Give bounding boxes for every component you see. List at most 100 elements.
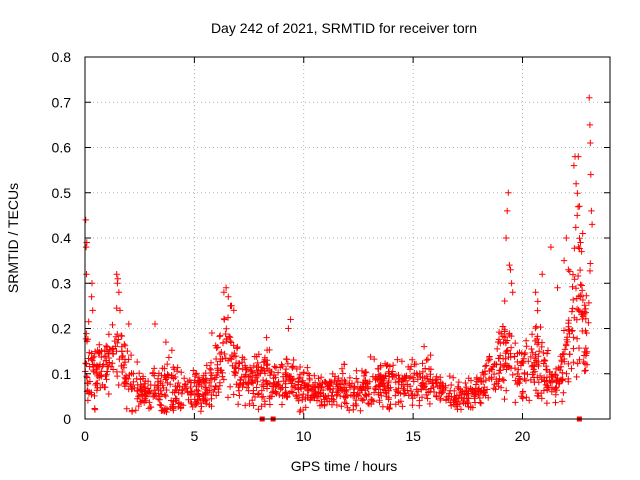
data-point: [91, 392, 98, 400]
data-point: [120, 364, 128, 371]
data-point: [563, 370, 570, 377]
data-point: [521, 375, 528, 383]
data-point: [364, 399, 372, 407]
data-point: [511, 353, 518, 360]
data-point: [565, 375, 572, 383]
data-point: [102, 384, 109, 391]
data-point: [385, 387, 392, 394]
data-point: [164, 379, 171, 387]
data-point: [263, 377, 270, 384]
data-point: [569, 283, 576, 290]
data-point: [244, 366, 252, 373]
data-point: [499, 376, 506, 383]
data-point: [287, 316, 294, 323]
data-point: [250, 387, 257, 394]
data-point: [532, 337, 539, 345]
data-point: [86, 378, 94, 385]
data-point: [304, 370, 312, 377]
data-point: [399, 403, 406, 410]
data-point: [483, 362, 490, 369]
data-point: [297, 406, 304, 414]
data-point: [575, 153, 582, 160]
data-point: [396, 375, 403, 382]
data-point: [580, 358, 587, 366]
data-point: [381, 375, 388, 382]
data-point: [248, 368, 256, 375]
data-point: [560, 389, 567, 396]
data-point: [364, 380, 371, 387]
data-point: [312, 390, 319, 397]
data-point: [493, 376, 500, 383]
data-point: [378, 392, 385, 399]
data-point: [179, 386, 186, 393]
data-point: [134, 381, 141, 389]
y-tick-label: 0.3: [52, 275, 72, 291]
y-tick-label: 0.4: [52, 230, 72, 246]
data-point: [559, 375, 566, 383]
data-point: [528, 345, 535, 353]
data-point: [165, 372, 172, 379]
data-point: [574, 212, 581, 219]
data-point: [535, 362, 542, 370]
x-tick-label: 15: [405, 428, 421, 444]
data-point: [369, 373, 377, 380]
data-point: [487, 365, 495, 373]
chart-title: Day 242 of 2021, SRMTID for receiver tor…: [211, 20, 477, 36]
data-point: [515, 379, 522, 386]
data-point: [242, 402, 249, 409]
data-point: [83, 239, 90, 246]
data-point: [151, 365, 158, 372]
data-point: [104, 368, 111, 375]
data-point: [88, 293, 95, 300]
data-point: [214, 361, 221, 368]
data-point: [299, 396, 306, 404]
data-point: [227, 302, 234, 310]
data-point: [187, 389, 195, 397]
data-point: [579, 230, 586, 237]
data-point: [536, 348, 543, 355]
data-point: [410, 378, 417, 385]
data-point: [230, 342, 237, 349]
data-point: [135, 402, 142, 410]
y-tick-label: 0.5: [52, 185, 72, 201]
data-point: [477, 400, 485, 407]
data-point: [202, 391, 209, 399]
data-point: [495, 369, 503, 377]
data-point: [123, 405, 130, 412]
data-point: [512, 377, 519, 384]
y-axis-label: SRMTID / TECUs: [5, 183, 21, 293]
data-point: [384, 384, 392, 391]
data-point: [454, 406, 461, 413]
data-point: [164, 371, 171, 378]
data-point: [98, 368, 105, 375]
data-point: [168, 347, 176, 354]
data-point: [121, 342, 129, 349]
data-point: [481, 384, 488, 391]
data-point: [351, 384, 358, 391]
data-point: [471, 395, 478, 402]
data-point: [503, 348, 510, 355]
data-point: [502, 234, 510, 242]
data-point: [492, 386, 499, 393]
data-point: [350, 389, 357, 396]
data-point: [198, 403, 205, 410]
data-point: [493, 380, 501, 387]
data-point: [255, 363, 262, 371]
data-point: [540, 349, 547, 357]
data-point: [82, 216, 89, 224]
data-point: [221, 316, 228, 323]
grid-lines: [85, 57, 610, 419]
data-point: [259, 376, 267, 384]
data-point: [165, 354, 173, 361]
data-point: [291, 382, 299, 389]
data-point: [354, 378, 361, 386]
data-point: [277, 386, 284, 393]
y-tick-label: 0: [63, 411, 71, 427]
data-point: [122, 372, 130, 380]
data-point: [451, 387, 458, 395]
data-point: [399, 374, 406, 382]
data-point: [349, 392, 357, 400]
data-point: [389, 362, 397, 369]
data-point: [333, 381, 340, 388]
data-point: [360, 372, 368, 380]
